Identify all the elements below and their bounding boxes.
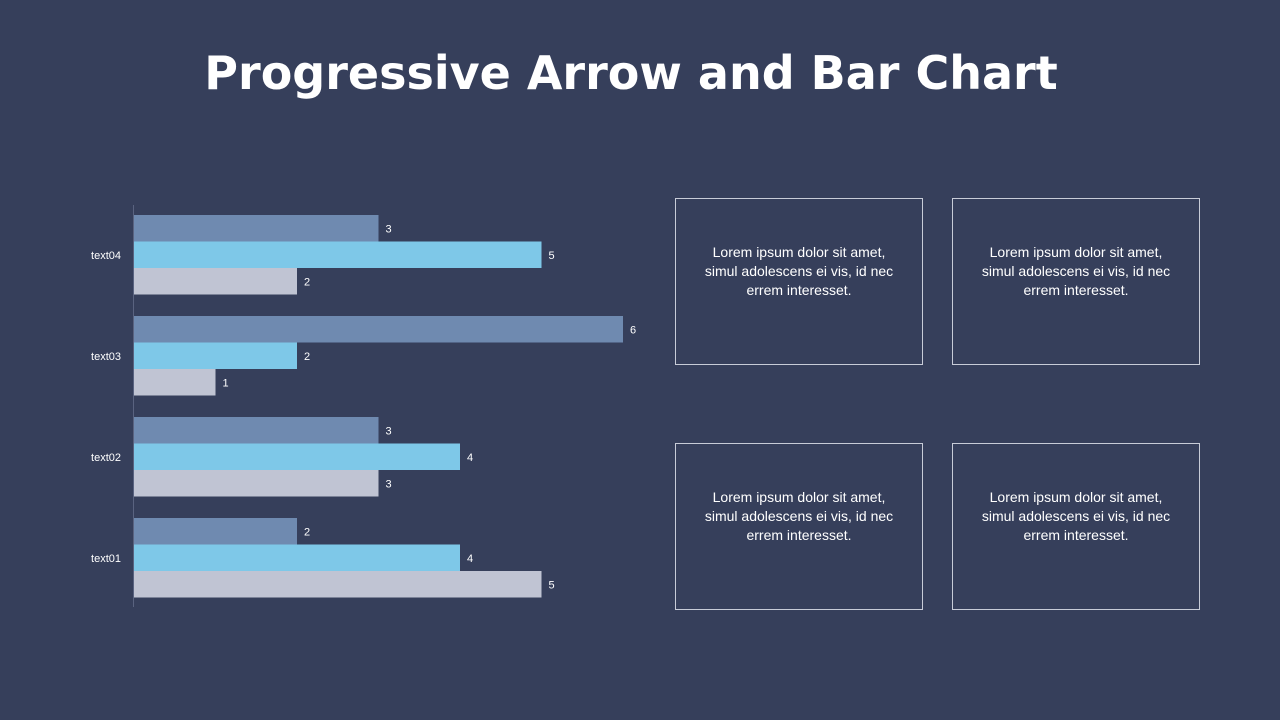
data-label: 3 xyxy=(386,425,392,437)
text-box-text: Lorem ipsum dolor sit amet, simul adoles… xyxy=(981,489,1171,543)
data-label: 2 xyxy=(304,351,310,363)
bar xyxy=(134,369,216,396)
bar xyxy=(134,443,460,470)
bar-chart: text04 3 5 2 text03 6 2 1 text02 3 4 3 text01 2 4 5 xyxy=(91,205,636,607)
bar xyxy=(134,544,460,571)
data-label: 5 xyxy=(549,250,555,262)
text-box-1: Lorem ipsum dolor sit amet, simul adoles… xyxy=(675,198,923,365)
bar xyxy=(134,241,542,268)
bar xyxy=(134,268,297,295)
category-label: text01 xyxy=(91,553,121,565)
data-label: 1 xyxy=(223,377,229,389)
category-label: text03 xyxy=(91,351,121,363)
data-label: 2 xyxy=(304,526,310,538)
data-label: 5 xyxy=(549,579,555,591)
bar xyxy=(134,470,379,497)
text-box-3: Lorem ipsum dolor sit amet, simul adoles… xyxy=(675,443,923,610)
text-box-text: Lorem ipsum dolor sit amet, simul adoles… xyxy=(704,244,894,298)
data-label: 4 xyxy=(467,553,473,565)
data-label: 3 xyxy=(386,223,392,235)
data-label: 6 xyxy=(630,324,636,336)
category-label: text02 xyxy=(91,452,121,464)
text-box-4: Lorem ipsum dolor sit amet, simul adoles… xyxy=(952,443,1200,610)
data-label: 4 xyxy=(467,452,473,464)
bar xyxy=(134,342,297,369)
page-title: Progressive Arrow and Bar Chart xyxy=(204,46,1058,100)
data-label: 2 xyxy=(304,276,310,288)
text-box-2: Lorem ipsum dolor sit amet, simul adoles… xyxy=(952,198,1200,365)
text-box-text: Lorem ipsum dolor sit amet, simul adoles… xyxy=(704,489,894,543)
text-box-text: Lorem ipsum dolor sit amet, simul adoles… xyxy=(981,244,1171,298)
bar xyxy=(134,215,379,242)
bar xyxy=(134,417,379,444)
bar xyxy=(134,316,623,343)
data-label: 3 xyxy=(386,478,392,490)
bar xyxy=(134,518,297,545)
category-label: text04 xyxy=(91,250,121,262)
bar xyxy=(134,571,542,598)
